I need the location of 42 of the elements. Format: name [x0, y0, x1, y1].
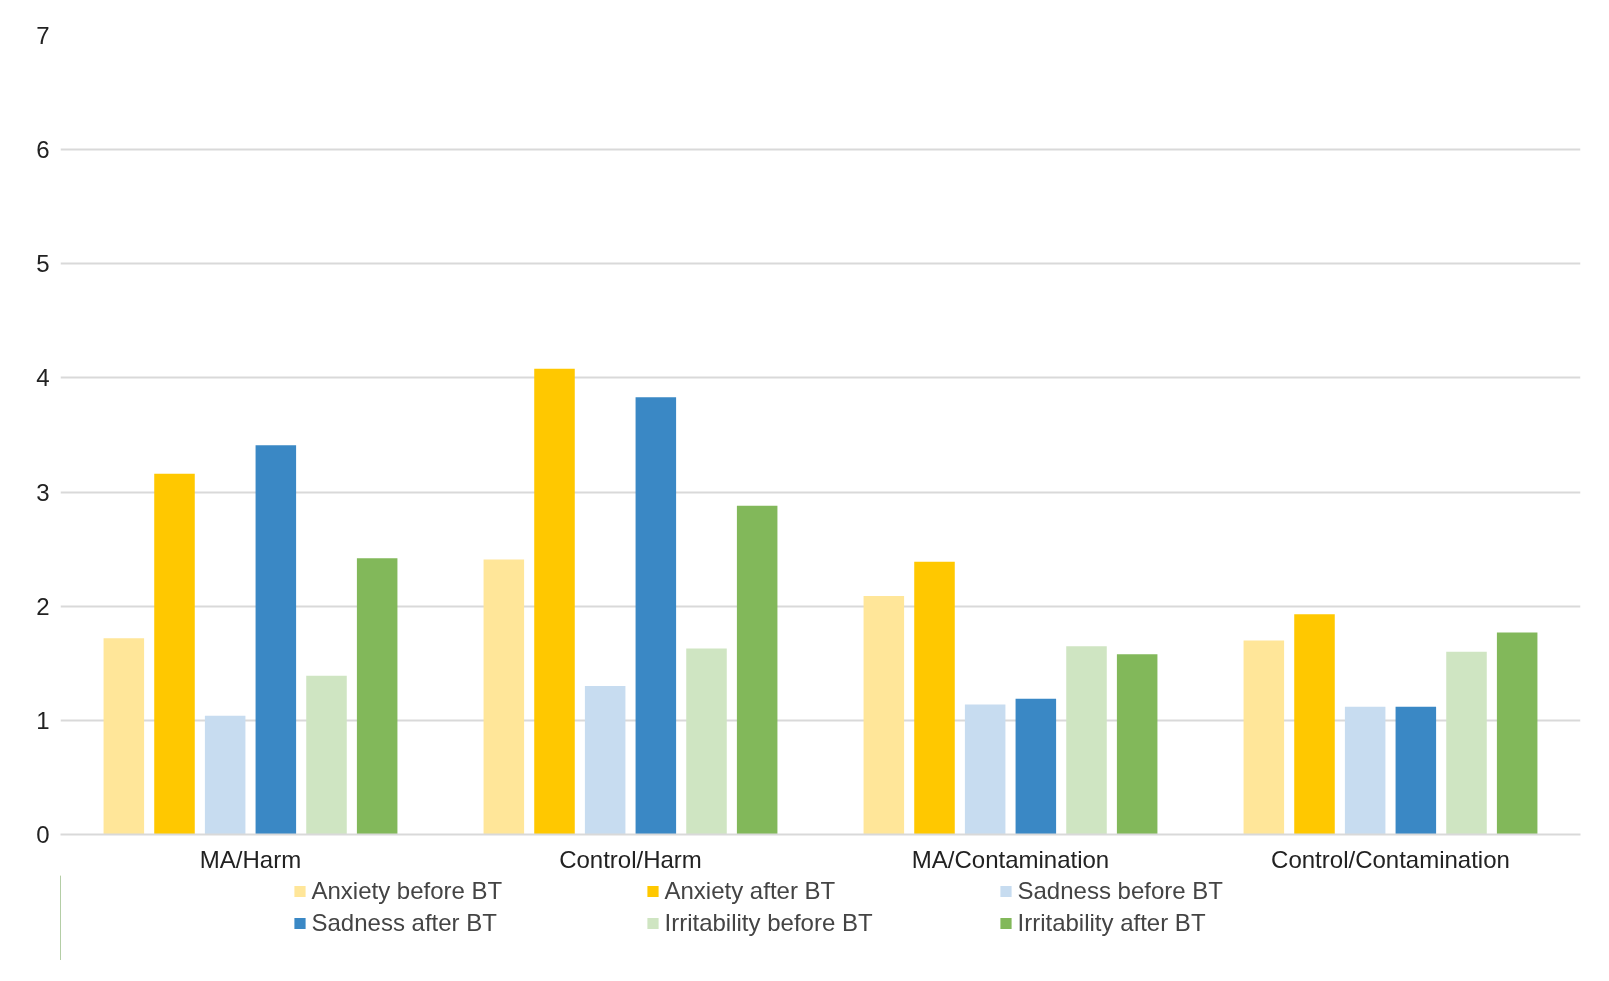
- y-tick-label: 3: [36, 478, 50, 506]
- bar: [534, 368, 575, 835]
- y-tick-label: 1: [36, 706, 50, 734]
- y-tick-label: 2: [36, 592, 50, 620]
- legend-label: Sadness before BT: [1017, 877, 1224, 905]
- bar: [1116, 654, 1158, 835]
- bar: [584, 686, 626, 835]
- legend-label: Irritability before BT: [664, 909, 874, 937]
- bar: [686, 648, 727, 835]
- legend-label: Anxiety after BT: [664, 877, 837, 905]
- bar: [1344, 706, 1386, 835]
- x-tick-label: MA/Contamination: [911, 845, 1110, 873]
- bar: [306, 675, 347, 835]
- bar: [736, 505, 778, 835]
- bar: [356, 558, 398, 835]
- bar: [1243, 640, 1285, 835]
- bar: [255, 445, 297, 835]
- bar: [1395, 706, 1437, 835]
- y-tick-label: 7: [36, 22, 50, 49]
- legend-label: Irritability after BT: [1017, 909, 1207, 937]
- y-tick-label: 4: [36, 364, 50, 392]
- bar: [483, 559, 525, 835]
- bar: [1496, 632, 1538, 835]
- x-tick-label: MA/Harm: [199, 845, 302, 873]
- bar: [914, 561, 955, 835]
- bar: [1294, 614, 1335, 835]
- y-tick-label: 5: [36, 250, 50, 278]
- bar: [863, 595, 905, 835]
- bar: [1015, 698, 1057, 835]
- bar: [635, 397, 677, 835]
- bar: [1066, 646, 1107, 835]
- bar: [964, 704, 1006, 835]
- x-tick-label: Control/Contamination: [1271, 845, 1510, 873]
- bar: [204, 715, 246, 835]
- bar: [1446, 651, 1487, 835]
- legend-label: Sadness after BT: [311, 909, 498, 937]
- bar: [103, 638, 145, 835]
- y-tick-label: 0: [36, 821, 50, 848]
- bar: [154, 473, 195, 835]
- y-tick-label: 6: [36, 136, 50, 164]
- x-tick-label: Control/Harm: [559, 845, 702, 873]
- legend-label: Anxiety before BT: [311, 877, 504, 905]
